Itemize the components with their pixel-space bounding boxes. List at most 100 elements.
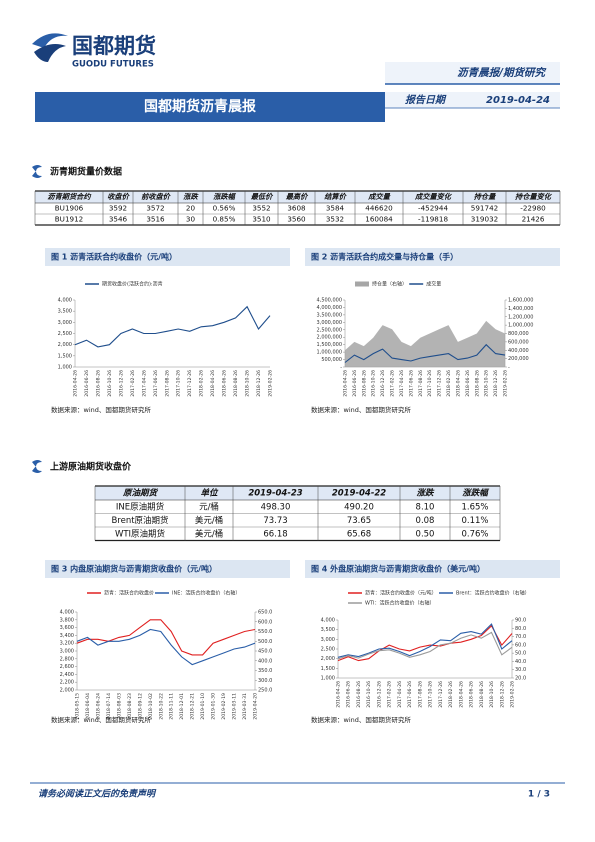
table-header: 持仓量	[474, 192, 496, 201]
series-line	[76, 628, 256, 666]
figure-title-bar	[45, 248, 290, 266]
y2-tick-label: 200,000	[508, 356, 529, 362]
y2-tick-label: 20.0	[515, 676, 526, 682]
legend-label: 成交量	[426, 281, 441, 288]
x-tick-label: 2016-04-26	[73, 370, 79, 397]
x-tick-label: 2017-04-26	[141, 370, 147, 397]
y-tick-label: 4,000	[58, 298, 72, 304]
table-cell: 160084	[365, 215, 393, 224]
x-tick-label: 2018-10-26	[484, 370, 490, 397]
x-tick-label: 2017-08-26	[164, 370, 170, 397]
y-tick-label: 3,400	[60, 633, 74, 639]
table-cell: 3608	[287, 204, 306, 213]
tag-box	[385, 62, 560, 84]
table-cell: 3516	[146, 215, 165, 224]
legend-label: WTI：活跃合约收盘价（右轴）	[365, 600, 434, 607]
y-tick-label: 2,800	[60, 656, 74, 662]
x-tick-label: 2019-04-20	[253, 693, 259, 720]
table-cell: 319032	[471, 215, 498, 224]
y2-tick-label: 40.0	[515, 659, 526, 665]
y-tick-label: 4,000	[60, 610, 74, 616]
y2-tick-label: 60.0	[515, 642, 526, 648]
table-cell: -22980	[520, 204, 546, 213]
x-tick-label: 2018-08-26	[233, 370, 239, 397]
x-tick-label: 2018-07-14	[106, 693, 112, 720]
y2-tick-label: 1,000,000	[508, 323, 533, 329]
y2-tick-label: 600.0	[258, 619, 272, 625]
x-tick-label: 2018-02-26	[199, 370, 205, 397]
report-date: 2019-04-24	[486, 95, 550, 106]
x-tick-label: 2018-06-26	[465, 370, 471, 397]
logo-name: 国都期货	[72, 34, 156, 58]
y2-tick-label: 350.0	[258, 668, 272, 674]
x-tick-label: 2019-01-30	[211, 693, 217, 720]
y2-tick-label: 600,000	[508, 339, 529, 345]
x-tick-label: 2017-06-26	[407, 681, 413, 708]
x-tick-label: 2018-11-11	[169, 693, 175, 720]
x-tick-label: 2016-08-26	[95, 370, 101, 397]
figure-title: 图 2 沥青活跃合约成交量与持仓量（手）	[311, 252, 458, 262]
y-tick-label: 2,600	[60, 664, 74, 670]
x-tick-label: 2016-08-26	[356, 681, 362, 708]
series-area	[345, 320, 505, 367]
y2-tick-label: 250.0	[258, 688, 272, 694]
logo-swoosh	[34, 44, 66, 62]
table-header-bg	[35, 191, 560, 203]
table-header: 涨跌幅	[462, 488, 489, 499]
figure-title-bar	[45, 560, 290, 578]
y-tick-label: 3,800	[60, 617, 74, 623]
y2-tick-label: 400,000	[508, 348, 529, 354]
x-tick-label: 2018-08-23	[127, 693, 133, 720]
table-cell: INE原油期货	[116, 501, 165, 512]
table-header: 2019-04-23	[248, 489, 302, 499]
x-tick-label: 2016-06-26	[84, 370, 90, 397]
title-bar	[35, 92, 385, 122]
x-tick-label: 2018-12-26	[493, 370, 499, 397]
y2-tick-label: 30.0	[515, 667, 526, 673]
table-cell: 498.30	[261, 502, 291, 512]
series-tag: 沥青晨报/期货研究	[457, 66, 546, 79]
y2-tick-label: 1,600,000	[508, 298, 533, 304]
table-header-bg	[95, 486, 500, 500]
table-cell: 美元/桶	[195, 515, 223, 526]
table-cell: 0.85%	[213, 215, 236, 224]
table-header: 原油期货	[122, 488, 159, 499]
table-cell: 20	[186, 204, 196, 213]
x-tick-label: 2017-02-26	[130, 370, 136, 397]
figure-source: 数据来源：wind、国都期货研究所	[311, 715, 411, 724]
legend-label: Brent：活跃合约收盘价（右轴）	[456, 590, 530, 597]
table-cell: 591742	[471, 204, 498, 213]
y2-tick-label: 800,000	[508, 331, 529, 337]
x-tick-label: 2016-04-26	[343, 370, 349, 397]
table-header: 涨跌	[183, 192, 199, 201]
y2-tick-label: 1,400,000	[508, 306, 533, 312]
series-line	[337, 623, 513, 658]
x-tick-label: 2018-08-26	[479, 681, 485, 708]
x-tick-label: 2018-12-26	[499, 681, 505, 708]
table-cell: 3572	[146, 204, 164, 213]
x-tick-label: 2018-04-26	[210, 370, 216, 397]
x-tick-label: 2016-06-26	[346, 681, 352, 708]
y2-tick-label: -	[508, 365, 510, 371]
table-cell: 73.73	[263, 516, 287, 526]
x-tick-label: 2018-04-26	[455, 370, 461, 397]
x-tick-label: 2017-04-26	[397, 681, 403, 708]
x-tick-label: 2019-03-11	[232, 693, 238, 720]
figure-title-bar	[305, 248, 560, 266]
table-cell: 元/桶	[199, 501, 219, 512]
x-tick-label: 2018-10-26	[489, 681, 495, 708]
y-tick-label: 3,500	[321, 627, 335, 633]
table-cell: 30	[186, 215, 196, 224]
legend-label: INE：活跃合约收盘价（右轴）	[172, 590, 240, 597]
section-title: 沥青期货量价数据	[50, 166, 122, 178]
table-cell: BU1906	[55, 204, 84, 213]
x-tick-label: 2017-08-26	[417, 681, 423, 708]
table-cell: Brent原油期货	[111, 515, 169, 526]
x-tick-label: 2018-08-03	[116, 693, 122, 720]
x-tick-label: 2016-10-26	[366, 681, 372, 708]
table-cell: 66.18	[263, 529, 287, 539]
section-icon	[32, 460, 42, 473]
table-header: 2019-04-22	[332, 489, 386, 499]
